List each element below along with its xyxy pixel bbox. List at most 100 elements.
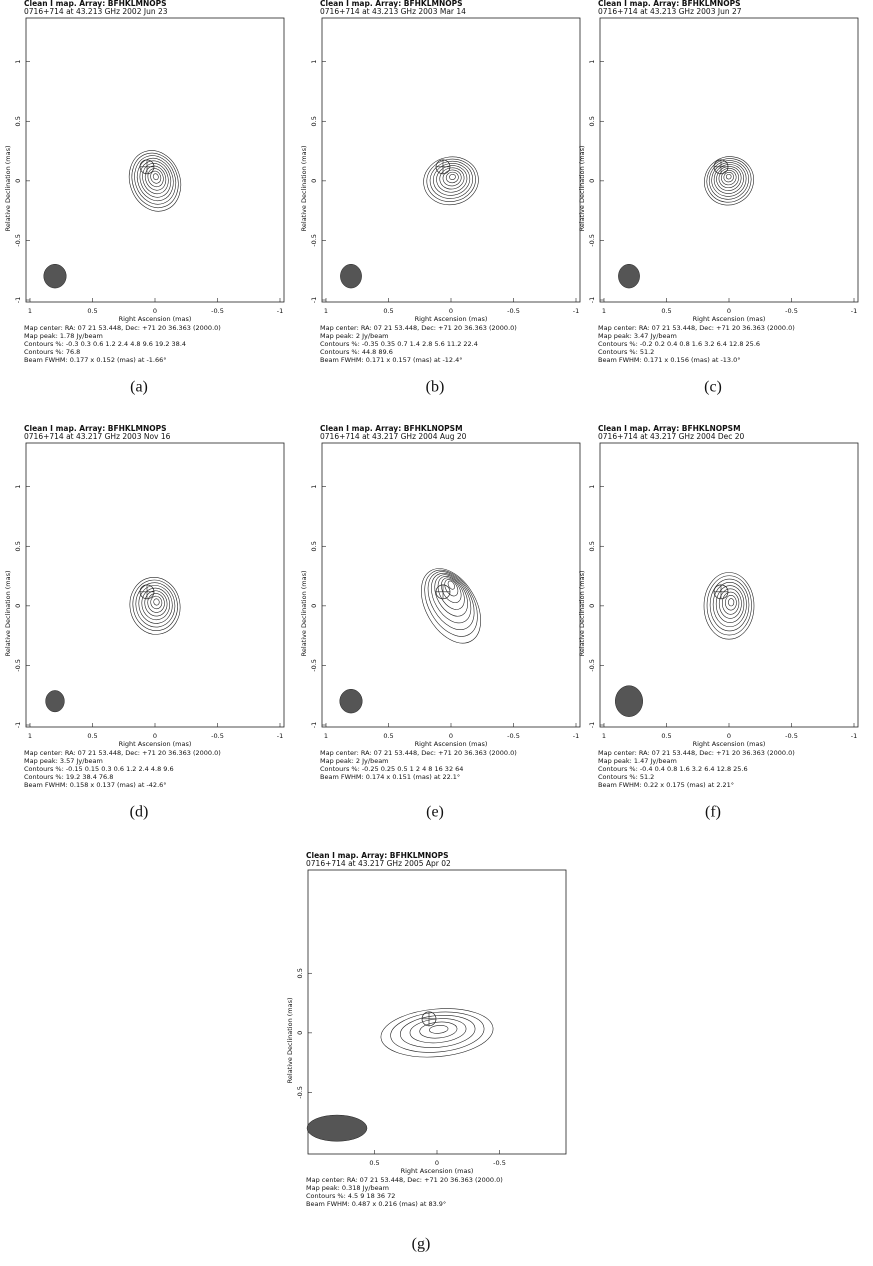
y-tick-label: 0 xyxy=(296,1031,304,1035)
map-info: Beam FWHM: 0.22 x 0.175 (mas) at 2.21° xyxy=(598,781,734,789)
panel-header: Clean I map. Array: BFHKLNOPSM xyxy=(320,424,463,433)
plot-frame xyxy=(599,17,859,303)
contour xyxy=(439,167,465,190)
contour xyxy=(142,163,169,195)
x-tick-label: 1 xyxy=(602,732,606,740)
map-info: Contours %: 76.8 xyxy=(24,348,80,356)
plot-frame xyxy=(599,442,859,728)
y-axis-label: Relative Declination (mas) xyxy=(300,145,308,231)
x-tick-label: 1 xyxy=(602,307,606,315)
map-info: Contours %: -0.35 0.35 0.7 1.4 2.8 5.6 1… xyxy=(320,340,478,348)
x-tick-label: 0.5 xyxy=(661,732,671,740)
contour xyxy=(139,160,172,198)
y-axis-label: Relative Declination (mas) xyxy=(300,570,308,656)
x-axis-label: Right Ascension (mas) xyxy=(693,315,766,323)
contour xyxy=(427,571,475,630)
contour xyxy=(135,582,176,628)
contour xyxy=(441,577,462,604)
y-tick-label: -1 xyxy=(310,297,318,303)
contour xyxy=(706,575,752,636)
map-info: Contours %: 4.5 9 18 36 72 xyxy=(306,1192,395,1200)
map-info: Contours %: -0.4 0.4 0.8 1.6 3.2 6.4 12.… xyxy=(598,765,748,773)
y-tick-label: 1 xyxy=(588,60,596,64)
x-tick-label: 0 xyxy=(153,307,157,315)
contour xyxy=(424,569,478,637)
contour xyxy=(725,595,737,611)
y-axis-label: Relative Declination (mas) xyxy=(4,145,12,231)
y-axis-label: Relative Declination (mas) xyxy=(286,997,294,1083)
y-tick-label: 0.5 xyxy=(14,541,22,551)
map-info: Map peak: 1.47 Jy/beam xyxy=(598,757,677,765)
x-axis-label: Right Ascension (mas) xyxy=(415,740,488,748)
x-tick-label: -0.5 xyxy=(211,307,224,315)
x-tick-label: 1 xyxy=(324,732,328,740)
contour xyxy=(447,580,455,590)
contour xyxy=(423,156,479,206)
contour xyxy=(444,579,459,597)
x-tick-label: 0.5 xyxy=(87,307,97,315)
contour xyxy=(709,578,750,632)
contour xyxy=(132,579,178,631)
contour xyxy=(152,173,159,181)
x-axis-label: Right Ascension (mas) xyxy=(401,1167,474,1175)
beam xyxy=(306,1114,368,1142)
contour xyxy=(715,585,745,623)
x-tick-label: 0.5 xyxy=(87,732,97,740)
map-info: Map center: RA: 07 21 53.448, Dec: +71 2… xyxy=(306,1176,503,1184)
y-tick-label: 1 xyxy=(14,60,22,64)
map-info: Beam FWHM: 0.487 x 0.216 (mas) at 83.9° xyxy=(306,1200,446,1208)
contour xyxy=(380,1008,494,1058)
contour xyxy=(390,1011,485,1053)
contour xyxy=(442,169,462,187)
panel-header: Clean I map. Array: BFHKLMNOPS xyxy=(306,851,449,860)
contour xyxy=(147,593,165,613)
map-info: Map center: RA: 07 21 53.448, Dec: +71 2… xyxy=(320,749,517,757)
map-info: Map center: RA: 07 21 53.448, Dec: +71 2… xyxy=(598,749,795,757)
x-axis-label: Right Ascension (mas) xyxy=(119,315,192,323)
panel-header: Clean I map. Array: BFHKLNOPSM xyxy=(598,424,741,433)
plot-frame xyxy=(25,17,285,303)
beam xyxy=(615,685,643,717)
x-tick-label: 1 xyxy=(28,307,32,315)
contour xyxy=(431,572,472,624)
map-info: Contours %: 44.8 89.6 xyxy=(320,348,393,356)
y-tick-label: -0.5 xyxy=(588,659,596,672)
y-tick-label: 1 xyxy=(310,485,318,489)
x-tick-label: -1 xyxy=(573,732,579,740)
map-info: Contours %: -0.15 0.15 0.3 0.6 1.2 2.4 4… xyxy=(24,765,174,773)
x-tick-label: -0.5 xyxy=(493,1159,506,1167)
beam xyxy=(45,690,65,713)
x-tick-label: 0 xyxy=(435,1159,439,1167)
x-axis-label: Right Ascension (mas) xyxy=(119,740,192,748)
y-tick-label: 1 xyxy=(310,60,318,64)
x-tick-label: 0 xyxy=(727,307,731,315)
contour xyxy=(718,588,742,619)
x-tick-label: 0 xyxy=(449,732,453,740)
x-tick-label: -1 xyxy=(851,732,857,740)
contour xyxy=(704,156,754,206)
x-tick-label: -1 xyxy=(277,732,283,740)
panel-caption: (e) xyxy=(426,804,444,821)
contour xyxy=(432,163,471,196)
panel-caption: (b) xyxy=(426,379,445,396)
contour xyxy=(445,171,459,184)
component-cross xyxy=(436,584,450,599)
contour xyxy=(134,155,177,205)
component-cross xyxy=(140,159,154,174)
y-tick-label: 0 xyxy=(14,179,22,183)
x-tick-label: 0.5 xyxy=(383,307,393,315)
y-tick-label: -1 xyxy=(588,722,596,728)
contour xyxy=(728,598,735,607)
panel-header: 0716+714 at 43.217 GHz 2004 Dec 20 xyxy=(598,432,745,441)
x-tick-label: 1 xyxy=(324,307,328,315)
x-tick-label: -0.5 xyxy=(507,732,520,740)
x-tick-label: -1 xyxy=(851,307,857,315)
y-tick-label: 0 xyxy=(14,604,22,608)
component-cross xyxy=(436,159,450,174)
x-tick-label: 0 xyxy=(449,307,453,315)
